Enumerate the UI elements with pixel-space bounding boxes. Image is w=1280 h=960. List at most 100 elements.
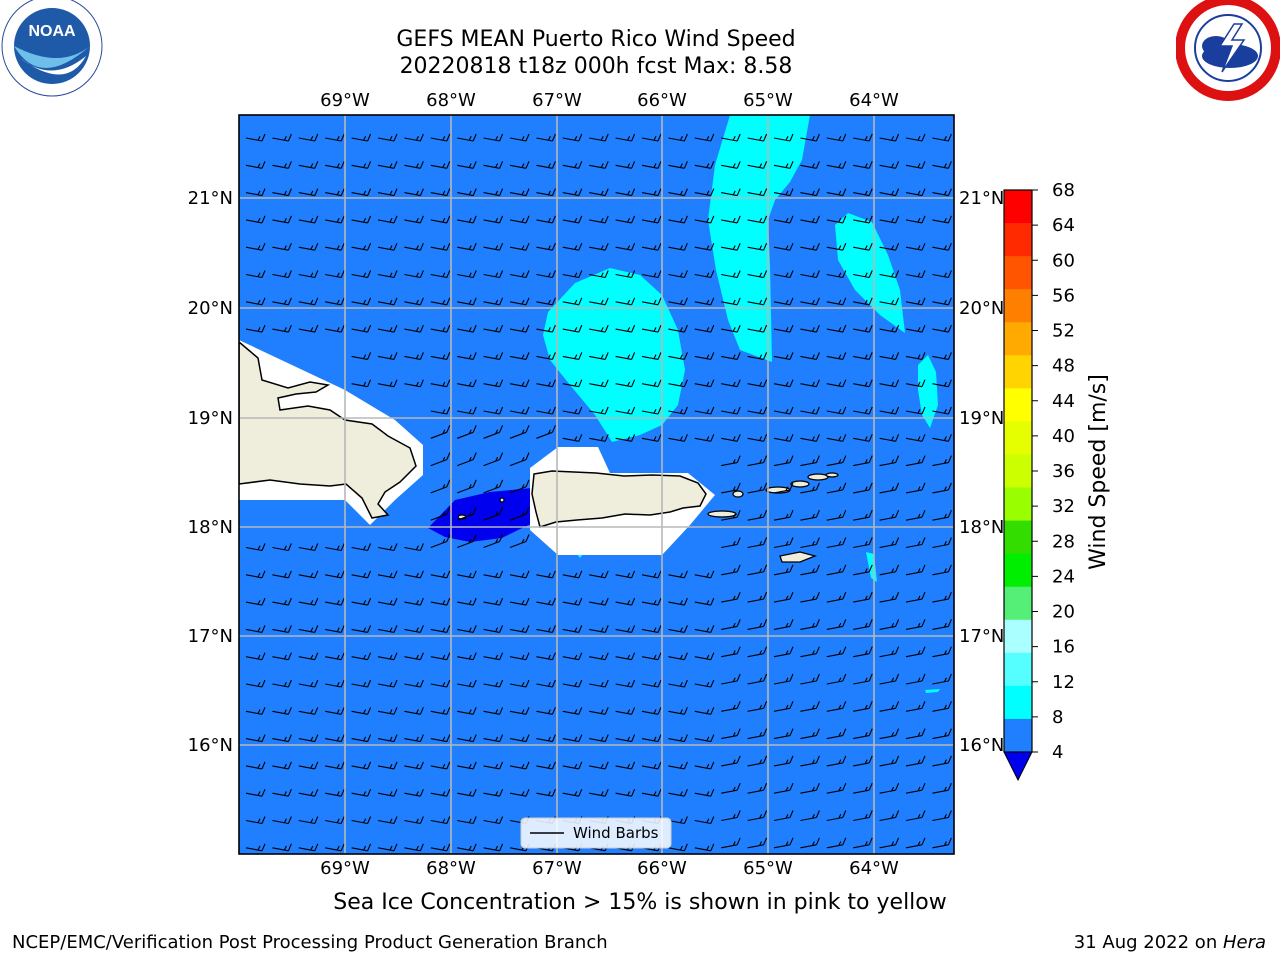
wind-barb (536, 788, 556, 797)
wind-barb (589, 406, 609, 415)
wind-barb (245, 215, 266, 224)
wind-barb (905, 133, 926, 142)
wind-barb (457, 843, 477, 852)
wind-barb (800, 837, 820, 849)
wind-barb (509, 188, 530, 197)
wind-barb (879, 434, 900, 442)
wind-barb (853, 455, 873, 467)
wind-barb (641, 625, 662, 633)
wind-barb (430, 479, 451, 494)
wind-barb (325, 270, 345, 279)
wind-barb (589, 597, 609, 606)
wind-barb (932, 455, 952, 467)
colorbar-under-arrow (1003, 751, 1033, 782)
latitude-labels-left: 21°N 20°N 19°N 18°N 17°N 16°N (188, 188, 233, 756)
wind-barb (325, 761, 345, 770)
wind-barb (245, 788, 266, 797)
wind-barb (879, 728, 900, 740)
wind-barb (773, 482, 794, 494)
wind-barb (668, 188, 688, 197)
wind-barb (457, 215, 477, 224)
wind-barb (325, 652, 345, 661)
wind-barb (536, 652, 556, 661)
wind-barb (747, 270, 768, 279)
wind-barb (325, 570, 345, 579)
colorbar-segment (1004, 388, 1032, 422)
colorbar-tick-label: 12 (1052, 672, 1075, 693)
wind-barb (457, 652, 477, 661)
wind-barb (457, 324, 477, 333)
wind-barb (536, 679, 556, 688)
wind-barb (245, 597, 266, 606)
wind-barb (800, 270, 820, 279)
wind-barb (562, 652, 583, 661)
wind-barb (879, 646, 900, 658)
wind-barb (800, 297, 820, 306)
lat-label-left: 20°N (188, 298, 233, 319)
wind-barb (879, 810, 900, 822)
wind-barb (245, 161, 266, 169)
wind-barb (245, 816, 266, 825)
wind-barb (905, 755, 926, 767)
wind-barb (351, 761, 372, 770)
footer-date: 31 Aug 2022 on Hera (1074, 932, 1266, 953)
wind-barb (245, 270, 266, 279)
wind-barb (668, 242, 688, 251)
wind-barb (800, 673, 820, 685)
wind-barb (615, 379, 636, 388)
wind-barb (457, 406, 477, 415)
wind-barb (589, 242, 609, 251)
wind-barb (483, 188, 504, 197)
legend-label: Wind Barbs (573, 824, 659, 842)
wind-barb (245, 625, 266, 633)
wind-barb (826, 242, 847, 251)
wind-barb (668, 707, 688, 715)
wind-barb (747, 161, 768, 169)
wind-barb (932, 352, 952, 360)
wind-barb (351, 352, 372, 360)
wind-barb (589, 297, 609, 306)
wind-barb (747, 646, 768, 658)
wind-barb (325, 242, 345, 251)
wind-barb (641, 652, 662, 661)
wind-barb (853, 837, 873, 849)
wind-barb (404, 324, 424, 333)
wind-barb (853, 161, 873, 169)
wind-barb (615, 652, 636, 661)
wind-barb (773, 619, 794, 630)
wind-barb (721, 482, 741, 494)
colorbar-segment (1004, 520, 1032, 555)
wind-barb (483, 242, 504, 251)
wind-barb (430, 133, 451, 142)
wind-barb (298, 324, 319, 333)
wind-barb (747, 215, 768, 224)
wind-barb (668, 625, 688, 633)
wind-barb (404, 379, 424, 388)
colorbar-tick-label: 60 (1052, 250, 1075, 271)
wind-barb (589, 215, 609, 224)
lon-label-bottom: 69°W (320, 858, 370, 879)
wind-barb (668, 843, 688, 852)
wind-barb (826, 837, 847, 849)
wind-barb (853, 509, 873, 521)
wind-barb (377, 707, 398, 715)
wind-barb (879, 564, 900, 576)
wind-barb (826, 619, 847, 630)
wind-barb (905, 646, 926, 658)
wind-barb (694, 652, 715, 661)
wind-barb (773, 297, 794, 306)
wind-barb (536, 425, 556, 439)
wind-barb (641, 379, 662, 388)
wind-barb (773, 188, 794, 197)
colorbar-tick-label: 4 (1052, 742, 1063, 763)
wind-barb (404, 133, 424, 142)
wind-barb (641, 788, 662, 797)
wind-barb (668, 215, 688, 224)
wind-barb (826, 270, 847, 279)
wind-barb (377, 352, 398, 360)
wind-barb (483, 270, 504, 279)
wind-barb (272, 707, 292, 715)
wind-barb (457, 625, 477, 633)
wind-barb (351, 652, 372, 661)
